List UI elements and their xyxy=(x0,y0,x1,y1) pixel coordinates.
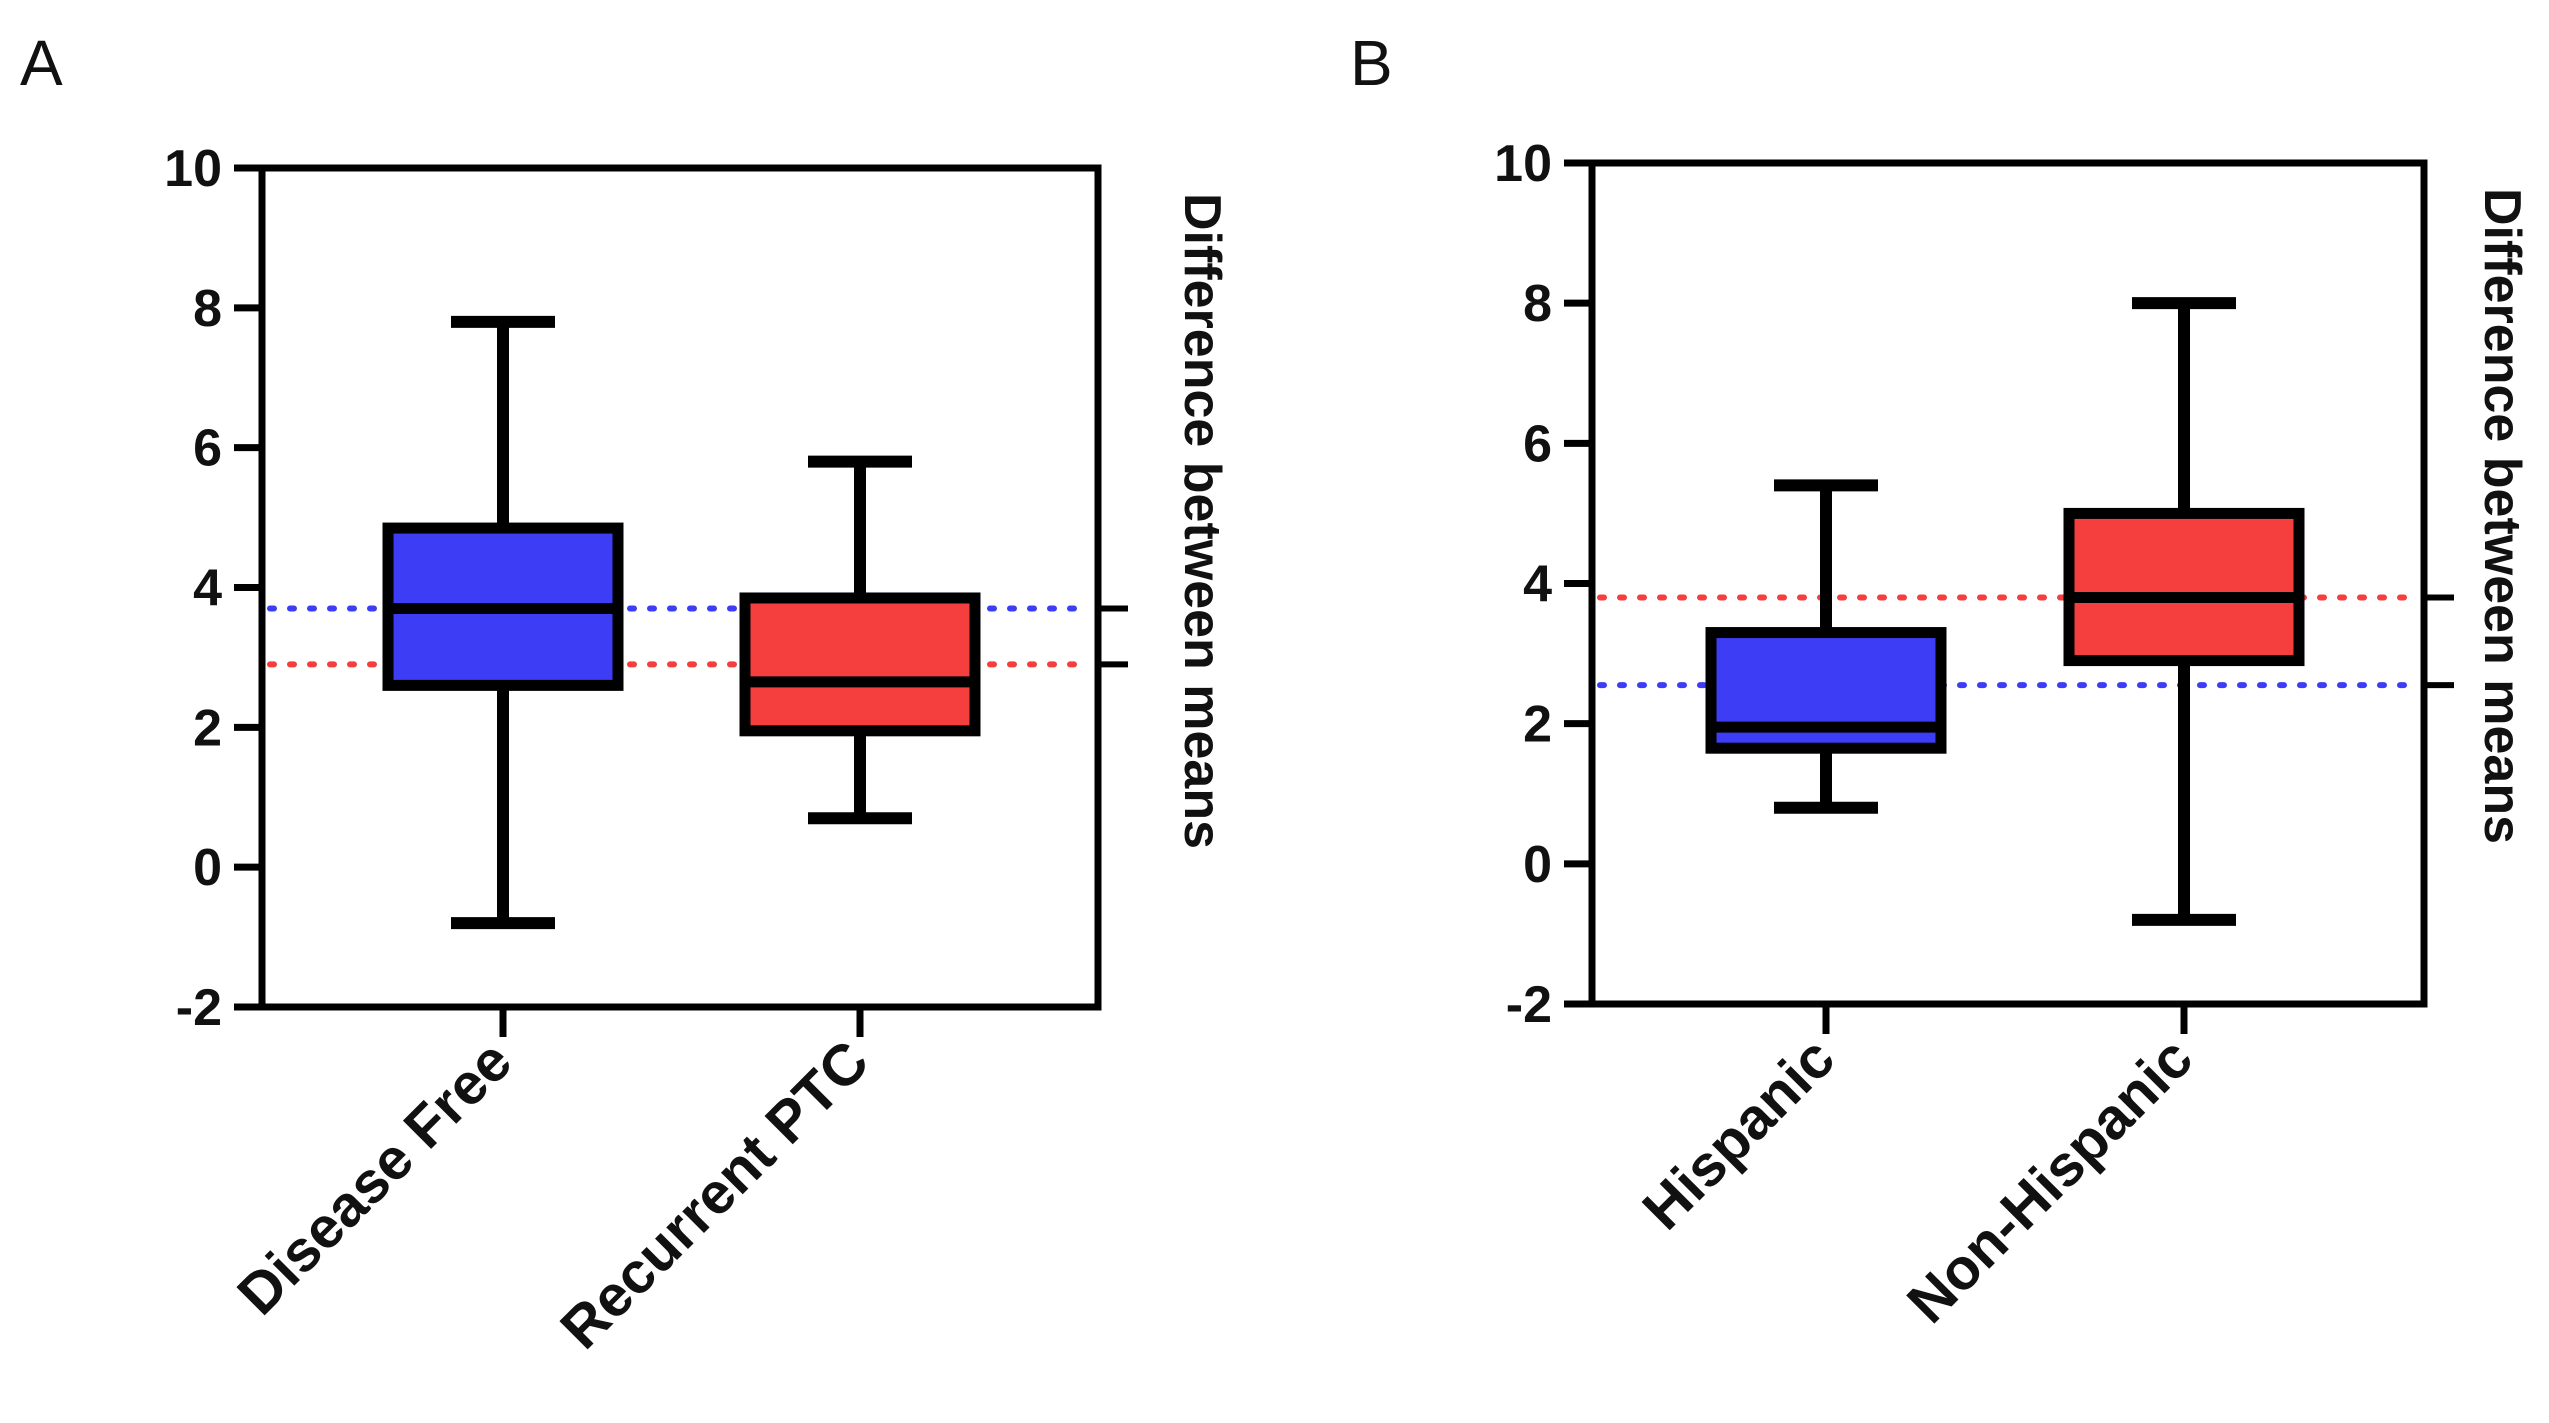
box xyxy=(739,592,981,737)
category-label: Disease Free xyxy=(225,1028,524,1327)
panel-letter: A xyxy=(20,27,63,99)
category-label: Recurrent PTC xyxy=(548,1028,881,1361)
category-label: Hispanic xyxy=(1630,1025,1847,1242)
y-tick-label: 2 xyxy=(193,699,222,757)
y-tick-label: -2 xyxy=(1506,976,1552,1034)
y-tick-label: 8 xyxy=(193,280,222,338)
y-tick-label: 0 xyxy=(1523,836,1552,894)
y-tick-label: 10 xyxy=(164,140,222,198)
panel-b: B -2 0 2 4 6 8 10 Hispanic Non-Hispanic Difference… xyxy=(1350,27,2531,1336)
y-tick-label: 0 xyxy=(193,839,222,897)
right-axis-label: Difference between means xyxy=(1173,193,1231,849)
y-tick-label: 2 xyxy=(1523,696,1552,754)
y-tick-label: 6 xyxy=(1523,415,1552,473)
y-tick-label: 8 xyxy=(1523,275,1552,333)
y-tick-label: 4 xyxy=(1523,556,1552,614)
y-tick-label: 4 xyxy=(193,560,222,618)
box xyxy=(2063,507,2305,667)
y-tick-label: -2 xyxy=(176,979,222,1037)
category-label: Non-Hispanic xyxy=(1895,1025,2205,1335)
panel-a: A -2 0 2 4 6 8 10 Disease Free Recurrent PTC Diffe… xyxy=(20,27,1231,1361)
panel-letter: B xyxy=(1350,27,1393,99)
y-tick-label: 10 xyxy=(1494,135,1552,193)
right-axis-label: Difference between means xyxy=(2473,188,2531,844)
y-tick-label: 6 xyxy=(193,420,222,478)
